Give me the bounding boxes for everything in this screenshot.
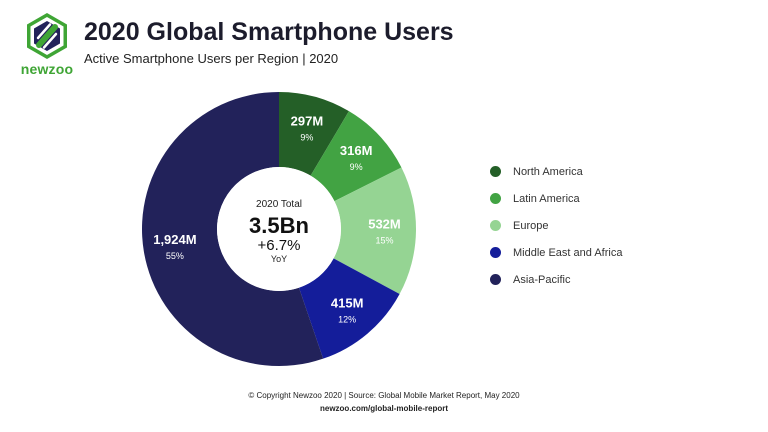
slice-asia-pacific [141,92,324,366]
legend-swatch [490,247,501,258]
footer-copyright: © Copyright Newzoo 2020 | Source: Global… [248,391,520,400]
legend-label: Latin America [513,192,580,205]
slice-percent-label: 55% [166,251,184,261]
slice-latin-america [310,111,402,202]
legend-swatch [490,220,501,231]
donut-hole [217,167,341,291]
page-title: 2020 Global Smartphone Users [84,18,454,46]
slice-percent-label: 9% [350,162,363,172]
legend-swatch [490,274,501,285]
slice-value-label: 297M [291,113,324,128]
page-subtitle: Active Smartphone Users per Region | 202… [84,51,339,66]
legend-item: Europe [490,212,622,239]
legend-item: Middle East and Africa [490,239,622,266]
legend-item: Latin America [490,185,622,212]
legend-label: Middle East and Africa [513,246,623,259]
newzoo-logo-icon [27,13,67,59]
legend-label: Asia-Pacific [513,273,571,286]
center-label: 2020 Total [256,199,302,210]
slice-percent-label: 9% [300,132,313,142]
slice-value-label: 316M [340,143,373,158]
slice-north-america [279,92,349,176]
legend-swatch [490,193,501,204]
legend-label: North America [513,165,583,178]
newzoo-logo: newzoo [18,12,76,82]
slice-value-label: 532M [368,217,401,232]
center-growth-label: YoY [271,254,287,264]
legend-item: Asia-Pacific [490,266,622,293]
legend-swatch [490,166,501,177]
slice-percent-label: 12% [338,315,356,325]
slice-percent-label: 15% [375,236,393,246]
center-total: 3.5Bn [249,213,309,238]
center-growth: +6.7% [258,237,301,254]
slice-value-label: 415M [331,296,364,311]
slice-europe [333,167,416,294]
slice-middle-east-and-africa [298,258,400,359]
legend-label: Europe [513,219,549,232]
slice-value-label: 1,924M [153,232,196,247]
chart-legend: North America Latin America Europe Middle E… [490,158,622,293]
brand-name: newzoo [20,61,74,77]
footer-url[interactable]: newzoo.com/global-mobile-report [319,404,448,413]
legend-item: North America [490,158,622,185]
